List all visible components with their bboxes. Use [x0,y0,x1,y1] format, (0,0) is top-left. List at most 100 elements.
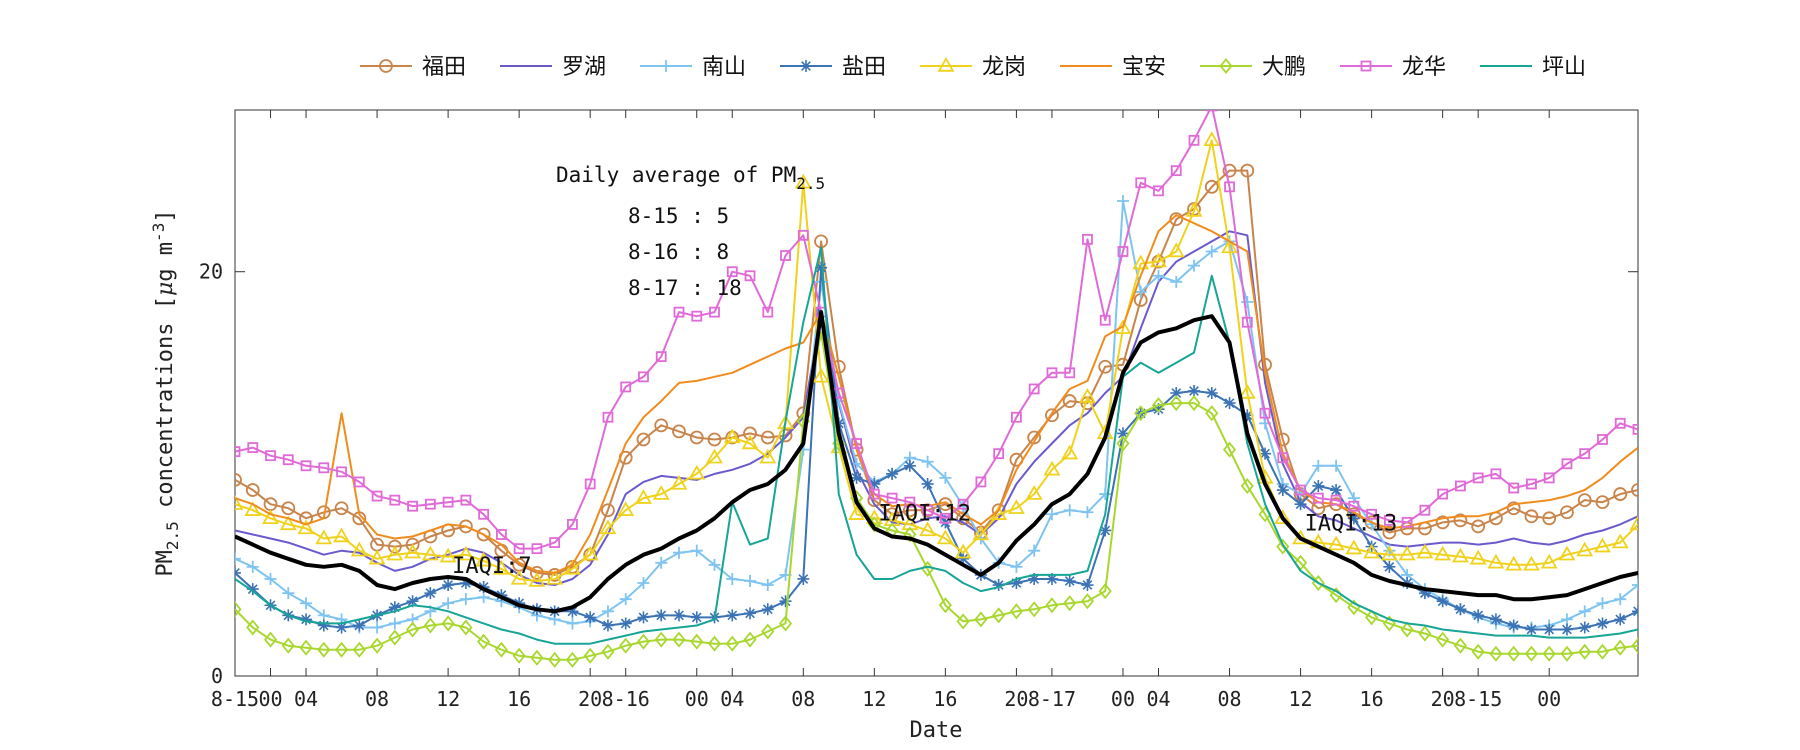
data-point [1170,387,1183,399]
annotation-line-2: 8-16 : 8 [628,240,729,264]
data-point [566,605,579,618]
data-point [777,414,794,430]
data-point [424,587,437,600]
data-point [264,572,277,585]
data-point [1418,625,1432,642]
data-point [938,597,952,614]
series-district-0 [235,163,1638,582]
data-point [1312,479,1325,492]
data-point [1436,631,1450,648]
data-point [1366,508,1378,520]
data-point [299,639,313,656]
data-point [779,595,792,608]
data-point [1312,492,1324,504]
data-point [672,609,685,622]
data-point [741,434,759,450]
data-point [1259,447,1272,460]
data-point [1009,603,1023,620]
data-point [1276,484,1289,497]
series-line [235,139,1638,582]
data-point [1578,605,1591,618]
axis-ticks [234,110,1638,677]
data-point [1028,544,1041,557]
data-point [1382,615,1396,632]
data-point [1454,603,1467,616]
data-point [1540,553,1558,569]
data-point [459,577,472,590]
data-point [335,621,348,634]
data-point [1526,478,1537,490]
data-point [939,512,951,524]
data-point [726,609,739,622]
data-point [794,173,812,189]
legend-entry: 盐田 [780,55,886,80]
data-point [652,485,670,500]
data-point [1027,601,1041,618]
data-point [1614,593,1627,606]
data-point [1010,577,1023,590]
data-point [743,631,757,648]
data-point [530,566,544,580]
data-point [1472,609,1485,622]
data-point [1169,212,1184,227]
x-tick-label: 20 [578,687,602,711]
data-point [492,559,510,575]
data-point [1063,595,1077,612]
data-point [1045,508,1058,521]
x-tick-label: 20 [1004,687,1028,711]
data-point [1028,383,1040,395]
data-point [636,633,651,650]
data-point [478,508,490,520]
data-point [282,454,294,466]
x-tick-label: 12 [862,687,886,711]
data-point [903,526,917,543]
data-point [442,579,455,592]
data-point [531,543,543,555]
data-point [601,619,614,632]
x-tick-label: 00 [1537,687,1561,711]
data-point [1383,514,1395,526]
data-point [1471,519,1486,534]
data-point [1596,597,1609,610]
data-point [388,617,401,630]
data-point [1188,134,1200,146]
data-point [1507,619,1520,632]
iaqi-label: IAQI:13 [1305,511,1398,536]
data-point [1437,488,1449,500]
data-point [706,448,723,464]
data-point [992,579,1005,592]
data-point [1099,314,1111,326]
data-point [1188,384,1201,397]
legend-label: 宝安 [1122,55,1166,80]
data-point [548,651,562,668]
y-tick-label: 0 [211,664,223,688]
data-point [815,261,828,274]
data-point [920,503,935,518]
x-tick-label: 8-15 [211,687,259,711]
y-axis-title-rest: concentrations [ [153,296,178,521]
x-tick-label: 16 [933,687,957,711]
data-point [406,595,419,608]
legend-marker [660,60,672,72]
data-point [922,504,934,516]
y-tick-label: 20 [199,260,223,284]
series-line [235,230,1638,586]
data-point [1116,435,1130,452]
data-point [1505,555,1523,571]
data-point [1632,605,1638,618]
data-point [1188,259,1201,272]
data-point [992,607,1006,624]
data-point [690,633,704,650]
data-point [1489,645,1503,662]
data-point [723,428,741,444]
data-point [279,515,297,531]
y-axis-title-unit: g m [153,242,178,282]
data-point [1025,485,1043,500]
data-point [370,637,384,654]
data-point [459,619,473,636]
data-point [389,494,401,506]
series-district-7 [235,110,1638,555]
iaqi-label: IAQI:7 [452,554,531,579]
data-point [1167,242,1185,258]
data-point [759,448,777,464]
